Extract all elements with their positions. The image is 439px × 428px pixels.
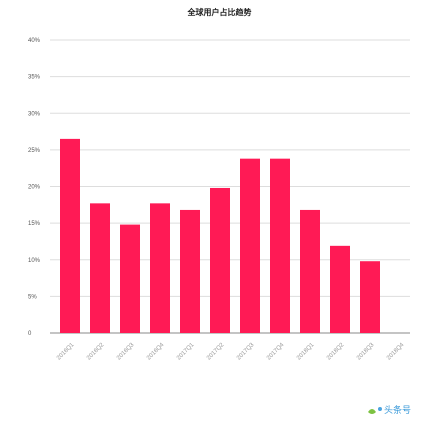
leaf-icon: [368, 409, 376, 414]
x-tick-label: 2017Q4: [266, 342, 286, 362]
y-tick-label: 30%: [28, 111, 41, 117]
bar: [90, 203, 110, 333]
y-tick-label: 10%: [28, 258, 41, 264]
y-tick-label: 15%: [28, 221, 41, 227]
watermark-text: 头条号: [384, 404, 411, 416]
x-tick-label: 2018Q4: [386, 342, 406, 362]
bar: [60, 138, 80, 333]
x-tick-label: 2016Q1: [56, 342, 76, 362]
bar: [270, 158, 290, 333]
y-tick-label: 20%: [28, 185, 41, 191]
bar: [150, 203, 170, 333]
bar: [330, 245, 350, 333]
bar: [360, 261, 380, 333]
x-tick-label: 2018Q3: [356, 342, 376, 362]
y-tick-label: 35%: [28, 75, 41, 81]
x-tick-label: 2017Q2: [206, 342, 226, 362]
x-tick-label: 2018Q2: [326, 342, 346, 362]
bar: [300, 209, 320, 333]
bar: [180, 209, 200, 333]
bar: [240, 158, 260, 333]
y-tick-label: 5%: [28, 294, 37, 300]
x-tick-label: 2016Q4: [146, 342, 166, 362]
x-tick-label: 2017Q3: [236, 342, 256, 362]
x-tick-label: 2016Q2: [86, 342, 106, 362]
x-tick-label: 2018Q1: [296, 342, 316, 362]
y-tick-label: 0: [28, 331, 32, 337]
x-tick-label: 2016Q3: [116, 342, 136, 362]
watermark-logo: 头条号: [368, 404, 411, 416]
bar: [210, 187, 230, 333]
x-tick-label: 2017Q1: [176, 342, 196, 362]
bar: [120, 224, 140, 333]
chart-title: 全球用户占比趋势: [187, 8, 252, 17]
y-tick-label: 25%: [28, 148, 41, 154]
dot-icon: [378, 407, 382, 411]
y-tick-label: 40%: [28, 38, 41, 44]
